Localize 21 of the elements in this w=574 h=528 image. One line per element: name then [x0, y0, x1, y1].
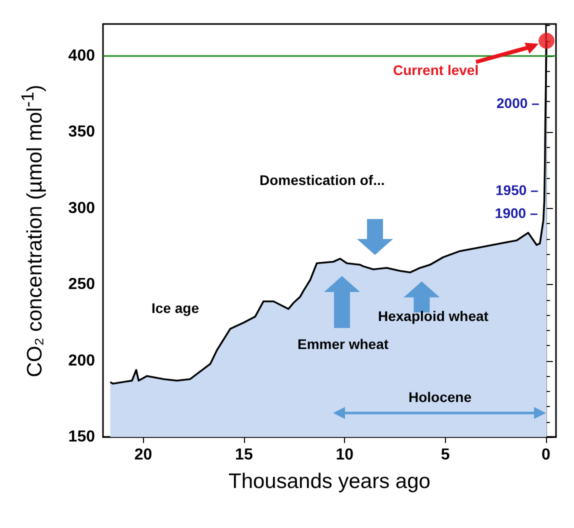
y-tick-label: 400: [68, 48, 96, 65]
y-tick-label: 300: [68, 200, 96, 217]
y-tick-label: 150: [68, 428, 96, 446]
annotation: Hexaploid wheat: [378, 308, 488, 324]
annotation: 1900 –: [494, 204, 538, 221]
x-tick-label: 20: [134, 446, 152, 464]
x-tick-label: 15: [235, 446, 253, 464]
annotation: Holocene: [408, 389, 472, 405]
annotation: Current level: [393, 62, 479, 78]
annotation: Emmer wheat: [298, 336, 389, 352]
x-tick-label: 0: [541, 446, 550, 464]
y-tick-label: 250: [68, 276, 96, 294]
x-tick-label: 10: [336, 446, 354, 464]
annotation: Domestication of...: [260, 172, 385, 188]
annotation: 2000 –: [496, 95, 540, 112]
y-tick-label: 200: [68, 352, 96, 370]
y-tick-label: 350: [68, 124, 96, 141]
annotation: Ice age: [152, 300, 199, 316]
x-tick-label: 5: [440, 446, 450, 464]
annotation: 1950 –: [496, 182, 538, 198]
x-axis-title: Thousands years ago: [228, 470, 430, 494]
